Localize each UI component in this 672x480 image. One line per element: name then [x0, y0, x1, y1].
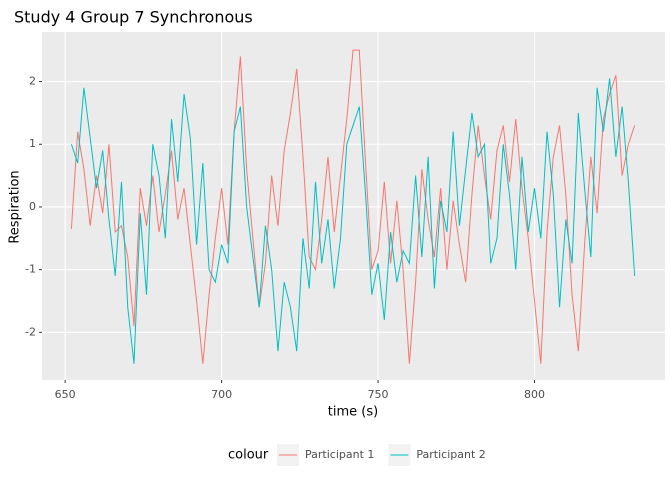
data-line: [70, 49, 636, 364]
data-line: [70, 78, 636, 364]
y-tick-label: 1: [29, 137, 36, 150]
y-tick-label: 2: [29, 75, 36, 88]
y-tick-label: -2: [25, 325, 36, 338]
chart-title: Study 4 Group 7 Synchronous: [14, 8, 253, 27]
y-tick-label: -1: [25, 263, 36, 276]
x-tick-label: 750: [368, 388, 389, 401]
legend-title: colour: [228, 448, 269, 463]
x-tick-label: 650: [55, 388, 76, 401]
y-axis-label: Respiration: [8, 170, 23, 243]
legend-label: Participant 1: [305, 448, 374, 461]
y-tick-label: 0: [29, 200, 36, 213]
x-tick-label: 800: [524, 388, 545, 401]
legend-label: Participant 2: [416, 448, 485, 461]
x-tick-label: 700: [211, 388, 232, 401]
panel: [42, 32, 665, 380]
x-axis-label: time (s): [328, 405, 378, 420]
